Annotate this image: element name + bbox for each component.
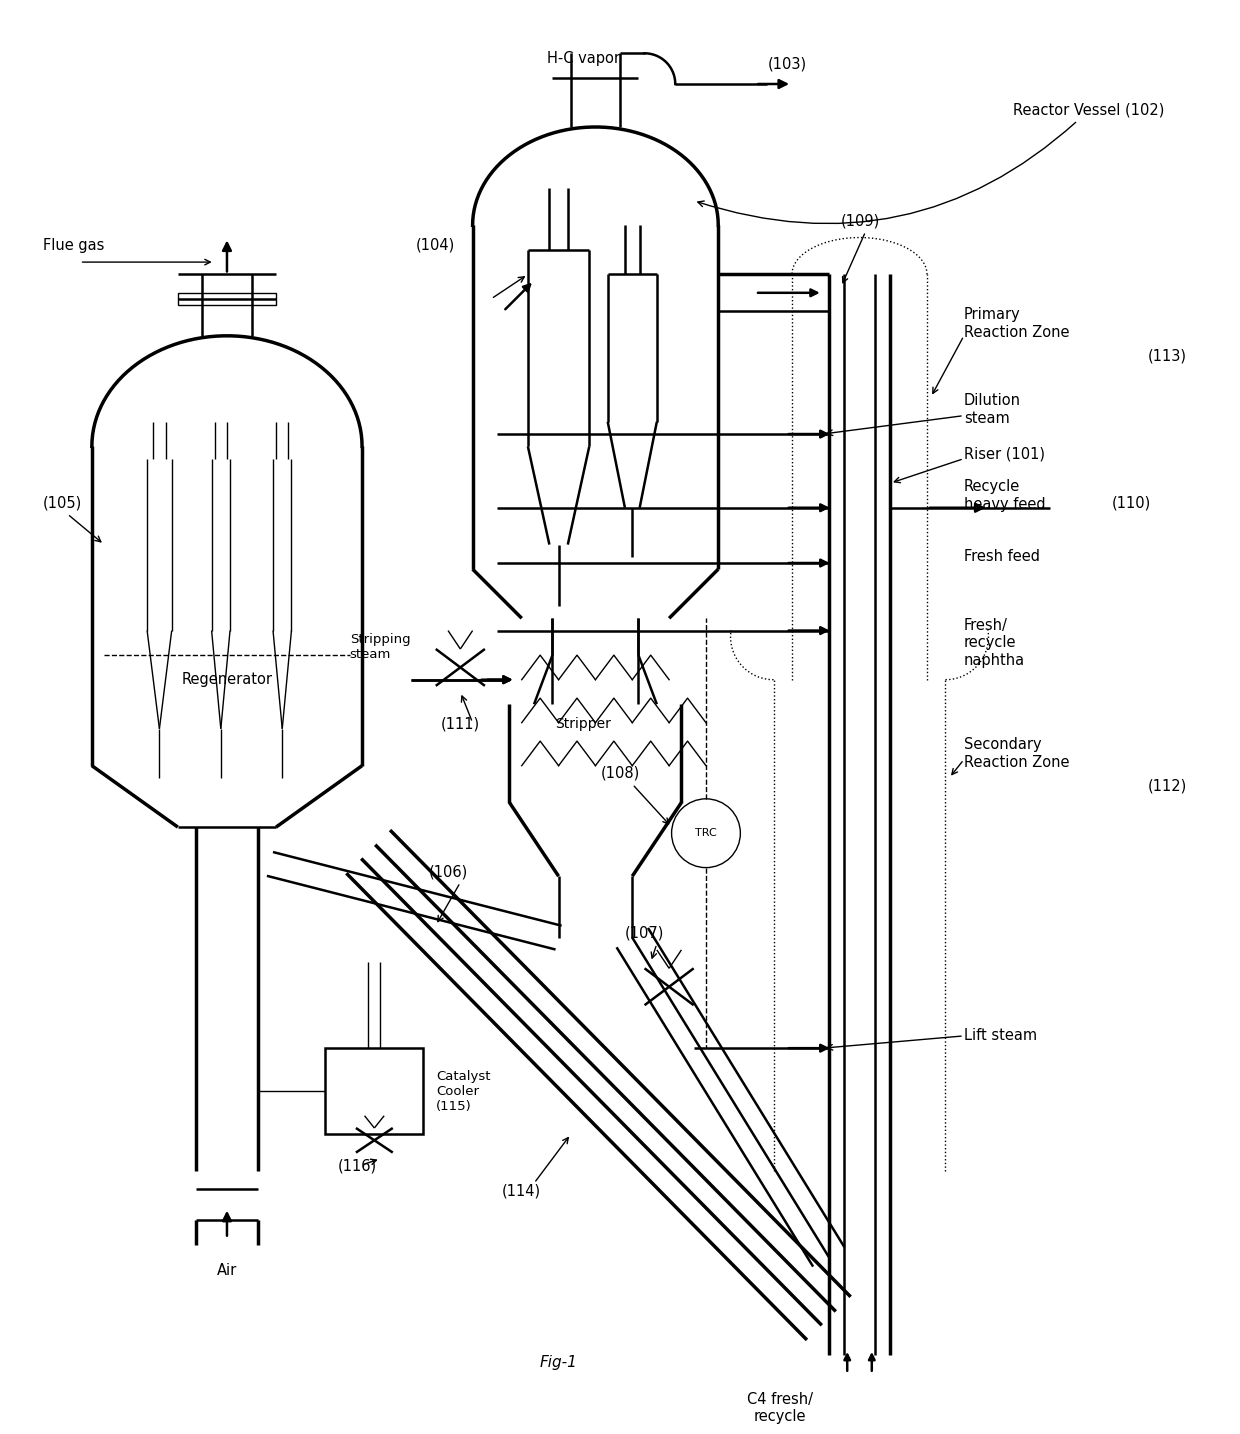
Text: Fresh feed: Fresh feed	[963, 549, 1040, 565]
Text: (113): (113)	[1148, 348, 1187, 363]
Text: (109): (109)	[841, 214, 880, 228]
Text: (114): (114)	[502, 1183, 542, 1199]
Text: Riser (101): Riser (101)	[963, 446, 1045, 462]
Text: (107): (107)	[625, 925, 665, 941]
Text: (104): (104)	[417, 238, 455, 252]
Bar	[177, 293, 277, 305]
Text: Dilution
steam: Dilution steam	[963, 393, 1021, 426]
Text: TRC: TRC	[696, 829, 717, 839]
Text: (106): (106)	[429, 865, 467, 879]
Text: Recycle
heavy feed: Recycle heavy feed	[963, 479, 1045, 512]
Bar	[325, 1048, 424, 1134]
Text: (112): (112)	[1148, 779, 1188, 793]
Text: Reactor Vessel (102): Reactor Vessel (102)	[698, 103, 1164, 224]
Text: C4 fresh/
recycle: C4 fresh/ recycle	[746, 1392, 812, 1424]
Text: (103): (103)	[768, 57, 806, 72]
Text: Catalyst
Cooler
(115): Catalyst Cooler (115)	[435, 1070, 490, 1113]
Text: (105): (105)	[42, 496, 82, 511]
Text: Fig-1: Fig-1	[539, 1355, 578, 1371]
Text: (110): (110)	[1111, 496, 1151, 511]
Text: H-C vapor: H-C vapor	[547, 50, 620, 66]
Text: (116): (116)	[337, 1159, 377, 1174]
Text: Flue gas: Flue gas	[42, 238, 104, 252]
Text: Primary
Reaction Zone: Primary Reaction Zone	[963, 307, 1069, 340]
Text: Stripper: Stripper	[556, 717, 611, 730]
Text: Stripping
steam: Stripping steam	[350, 634, 410, 661]
Text: Secondary
Reaction Zone: Secondary Reaction Zone	[963, 737, 1069, 770]
Text: Fresh/
recycle
naphtha: Fresh/ recycle naphtha	[963, 618, 1025, 668]
Text: Regenerator: Regenerator	[181, 673, 273, 687]
Text: (108): (108)	[600, 766, 640, 782]
Text: Air: Air	[217, 1263, 237, 1278]
Text: (111): (111)	[440, 717, 480, 731]
Text: Lift steam: Lift steam	[963, 1028, 1037, 1044]
